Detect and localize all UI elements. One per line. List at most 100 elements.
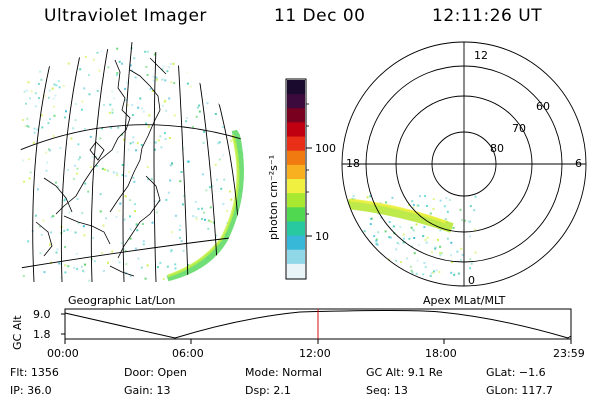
- geo-speck: [120, 242, 123, 244]
- geo-speck: [26, 124, 29, 127]
- polar-speck: [460, 258, 462, 261]
- geo-speck: [67, 62, 70, 65]
- geo-speck: [124, 87, 127, 90]
- colorbar-step: [287, 221, 305, 237]
- altitude-curve: [64, 310, 572, 339]
- polar-speck: [406, 257, 409, 260]
- geo-speck: [133, 180, 136, 183]
- polar-speck: [469, 267, 472, 270]
- geo-speck: [131, 114, 134, 116]
- geo-speck: [124, 175, 127, 177]
- timeline-xtick-2359: 23:59: [553, 347, 585, 360]
- colorbar-gradient: [287, 80, 305, 279]
- geo-speck: [243, 198, 244, 201]
- geo-speck: [102, 224, 105, 227]
- polar-speck: [425, 205, 428, 207]
- geo-speck: [77, 143, 80, 146]
- colorbar-step: [287, 164, 305, 180]
- polar-speck: [359, 272, 362, 275]
- polar-speck: [426, 236, 429, 239]
- geo-speck: [165, 109, 168, 112]
- timeline-ylabel: GC Alt: [11, 315, 24, 350]
- date-label: 11 Dec 00: [274, 6, 366, 26]
- geo-speck: [95, 155, 98, 158]
- geo-speck: [200, 48, 203, 51]
- geo-speck: [179, 236, 181, 239]
- geo-speck: [226, 249, 229, 252]
- geo-speck: [43, 94, 46, 97]
- polar-speck: [408, 237, 411, 240]
- geo-speck: [242, 196, 244, 199]
- geo-speck: [174, 263, 177, 266]
- polar-speck: [379, 266, 382, 268]
- polar-speck: [356, 264, 359, 267]
- geo-speck: [43, 271, 46, 274]
- polar-speck: [395, 259, 398, 262]
- geo-speck: [218, 141, 221, 144]
- polar-speck: [429, 275, 432, 277]
- geo-speck: [181, 203, 184, 206]
- geo-speck: [161, 78, 164, 81]
- geo-speck: [73, 267, 76, 269]
- geo-speck: [195, 216, 198, 219]
- polar-speck: [416, 259, 419, 262]
- colorbar-step: [287, 122, 305, 138]
- geo-speck: [204, 218, 206, 221]
- geo-speck: [76, 198, 79, 200]
- geo-speck: [108, 111, 111, 114]
- geo-speck: [128, 170, 131, 173]
- colorbar-step: [287, 193, 305, 208]
- geo-speck: [154, 141, 157, 144]
- timeline-xtick-1200: 12:00: [299, 347, 331, 360]
- geo-speck: [145, 122, 148, 125]
- geo-speck: [65, 110, 67, 113]
- polar-speck: [417, 243, 420, 246]
- polar-speck: [373, 235, 376, 238]
- geo-speck: [179, 180, 182, 183]
- geo-speck: [56, 52, 59, 55]
- polar-speck: [346, 235, 349, 238]
- polar-speck: [415, 272, 418, 275]
- polar-speck: [469, 220, 471, 223]
- geo-speck: [147, 178, 150, 181]
- geo-speck: [203, 76, 206, 78]
- polar-speck: [429, 212, 432, 215]
- info-glat: GLat: −1.6: [486, 366, 546, 379]
- geo-speck: [74, 102, 77, 105]
- geo-speck: [186, 117, 189, 120]
- geo-speck: [110, 126, 113, 129]
- geo-speck: [142, 240, 145, 243]
- geo-speck: [230, 59, 233, 62]
- polar-speck: [448, 199, 451, 201]
- geo-speck: [222, 154, 225, 157]
- polar-speck: [467, 220, 470, 223]
- geo-speck: [42, 62, 45, 65]
- geo-speck: [145, 65, 148, 68]
- geo-speck: [22, 274, 25, 277]
- geo-speck: [230, 198, 233, 201]
- polar-speck: [368, 252, 371, 255]
- geo-speck: [93, 260, 96, 263]
- geo-speck: [129, 64, 132, 67]
- polar-speck: [424, 266, 427, 269]
- polar-speck: [440, 252, 443, 255]
- polar-speck: [424, 238, 427, 241]
- polar-speck: [446, 237, 449, 240]
- geo-speck: [129, 199, 132, 202]
- polar-speck: [437, 238, 439, 241]
- geo-speck: [58, 86, 61, 89]
- geo-speck: [214, 113, 217, 115]
- polar-speck: [457, 272, 460, 275]
- geo-speck: [84, 182, 87, 185]
- geo-speck: [221, 267, 224, 270]
- geo-speck: [235, 255, 238, 258]
- geo-speck: [32, 141, 35, 144]
- geo-speck: [131, 69, 133, 72]
- polar-speck: [445, 197, 448, 199]
- geo-speck: [82, 269, 84, 272]
- polar-speck: [365, 268, 368, 271]
- geo-speck: [70, 137, 73, 140]
- geo-speck: [40, 114, 43, 117]
- geo-speck: [163, 132, 166, 135]
- geo-speck: [246, 52, 248, 54]
